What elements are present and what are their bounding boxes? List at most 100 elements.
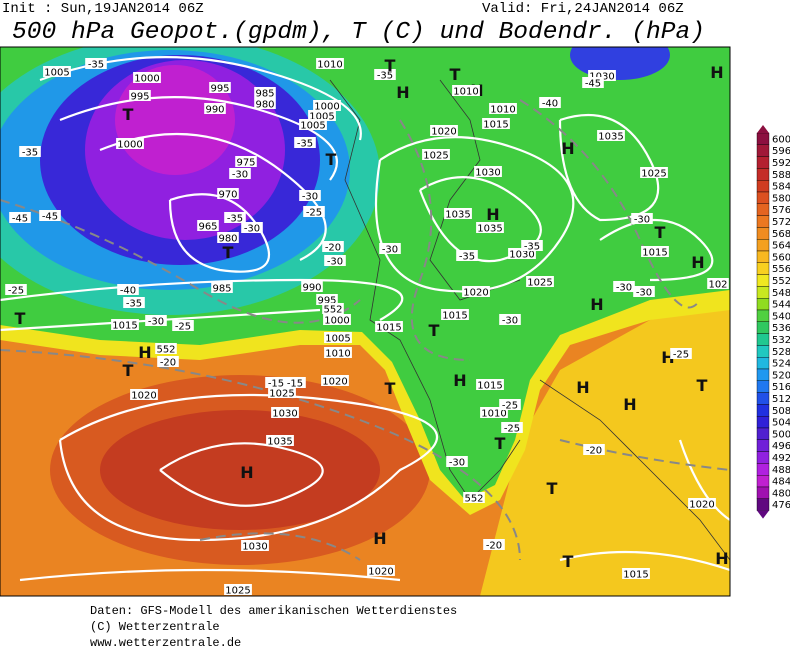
label-box xyxy=(229,168,251,179)
contour-label: -30 xyxy=(244,224,260,235)
map xyxy=(0,46,731,597)
pressure-center: T xyxy=(123,361,134,380)
contour-label: -20 xyxy=(160,358,176,369)
contour-label: -25 xyxy=(673,350,689,361)
label-box xyxy=(441,309,469,320)
label-box xyxy=(476,222,504,233)
label-box xyxy=(583,444,605,455)
pressure-center: H xyxy=(486,205,499,224)
contour-label: 1035 xyxy=(267,437,292,448)
contour-label: -25 xyxy=(175,322,191,333)
scale-tip xyxy=(757,510,769,519)
label-box xyxy=(463,492,485,503)
label-box xyxy=(526,276,554,287)
scale-label: 540 xyxy=(772,311,790,322)
label-box xyxy=(444,208,472,219)
scale-label: 592 xyxy=(772,158,790,169)
label-box xyxy=(294,137,316,148)
scale-label: 488 xyxy=(772,465,790,476)
scale-label: 508 xyxy=(772,406,790,417)
label-box xyxy=(379,243,401,254)
scale-swatch xyxy=(756,439,770,452)
contour-label: 1025 xyxy=(641,169,666,180)
label-box xyxy=(224,584,252,595)
label-box xyxy=(324,255,346,266)
label-box xyxy=(480,407,508,418)
scale-swatch xyxy=(756,250,770,264)
pressure-center: H xyxy=(373,529,386,548)
contour-label: 1010 xyxy=(325,349,350,360)
pressure-center: H xyxy=(590,295,603,314)
contour-label: 552 xyxy=(464,494,483,505)
pressure-center: T xyxy=(326,150,337,169)
contour-label: -30 xyxy=(382,245,398,256)
contour-label: -45 xyxy=(42,212,58,223)
contour-label: 1025 xyxy=(269,389,294,400)
scale-swatch xyxy=(756,286,770,299)
scale-label: 504 xyxy=(772,418,790,429)
scale-label: 480 xyxy=(772,488,790,499)
label-box xyxy=(482,118,510,129)
pressure-center: H xyxy=(561,139,574,158)
isotherms xyxy=(0,99,730,561)
scale-label: 484 xyxy=(772,477,790,488)
label-box xyxy=(483,539,505,550)
label-box xyxy=(299,190,321,201)
label-box xyxy=(374,69,396,80)
scale-label: 568 xyxy=(772,229,790,240)
label-box xyxy=(489,103,517,114)
scale-swatch xyxy=(756,392,770,405)
label-box xyxy=(157,356,179,367)
scale-label: 560 xyxy=(772,252,790,263)
label-box xyxy=(456,250,478,261)
contour-label: 1005 xyxy=(325,334,350,345)
label-box xyxy=(211,282,233,293)
label-box xyxy=(316,58,344,69)
label-box xyxy=(268,387,296,398)
label-box xyxy=(631,213,653,224)
scale-swatch xyxy=(756,215,770,228)
label-box xyxy=(462,286,490,297)
pressure-center: H xyxy=(453,371,466,390)
label-box xyxy=(254,98,276,109)
scale-swatch xyxy=(756,427,770,441)
contour-label: 1025 xyxy=(527,278,552,289)
contour-label: 1000 xyxy=(134,74,159,85)
contour-label: 1025 xyxy=(423,151,448,162)
label-box xyxy=(19,146,41,157)
scale-swatch xyxy=(756,179,770,193)
scale-swatch xyxy=(756,451,770,464)
scale-swatch xyxy=(756,309,770,323)
label-box xyxy=(446,456,468,467)
valid-time: Valid: Fri,24JAN2014 06Z xyxy=(482,1,684,17)
label-box xyxy=(266,435,294,446)
contour-label: 995 xyxy=(317,296,336,307)
label-box xyxy=(301,281,323,292)
contour-label: -35 xyxy=(22,148,38,159)
contour-label: 1010 xyxy=(453,87,478,98)
contour-label: 1000 xyxy=(314,102,339,113)
pressure-center: H xyxy=(240,463,253,482)
pressure-center: H xyxy=(715,549,728,568)
yellow-area xyxy=(480,300,730,596)
scale-swatch xyxy=(756,203,770,216)
scale-swatch xyxy=(756,345,770,358)
scale-tip xyxy=(757,125,769,133)
label-box xyxy=(172,320,194,331)
label-box xyxy=(299,119,327,130)
contour-label: 1005 xyxy=(300,121,325,132)
label-box xyxy=(316,294,338,305)
scale-label: 476 xyxy=(772,500,790,511)
label-box xyxy=(117,284,139,295)
contour-label: -20 xyxy=(586,446,602,457)
scale-label: 520 xyxy=(772,370,790,381)
contour-label: 965 xyxy=(198,222,217,233)
label-box xyxy=(197,220,219,231)
scale-label: 500 xyxy=(772,429,790,440)
label-box xyxy=(217,232,239,243)
scale-label: 564 xyxy=(772,241,790,252)
pressure-center: T xyxy=(563,552,574,571)
contour-label: -35 xyxy=(88,60,104,71)
label-box xyxy=(133,72,161,83)
